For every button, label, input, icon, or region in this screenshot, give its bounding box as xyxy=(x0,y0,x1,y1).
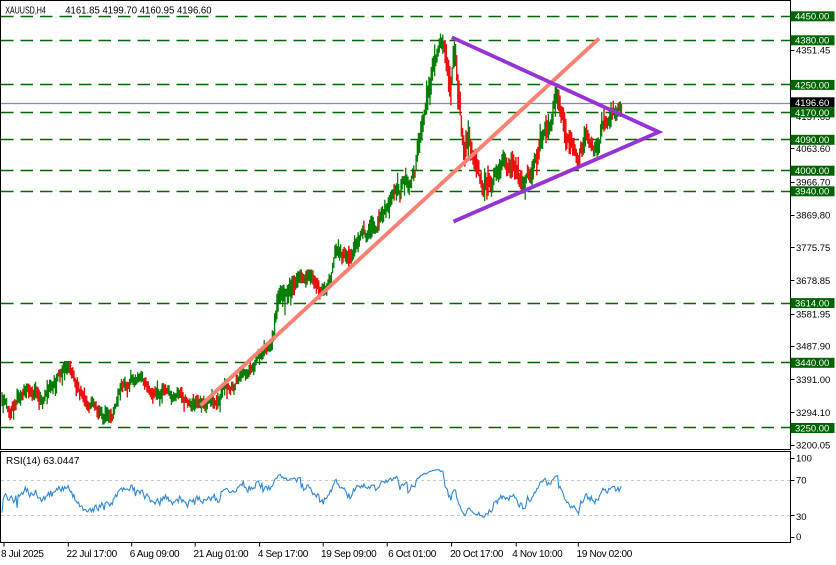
svg-text:70: 70 xyxy=(796,476,807,487)
svg-text:4380.00: 4380.00 xyxy=(795,36,829,47)
svg-text:3940.00: 3940.00 xyxy=(795,187,829,198)
svg-text:8 Jul 2025: 8 Jul 2025 xyxy=(1,549,44,560)
svg-text:3966.70: 3966.70 xyxy=(796,177,830,188)
svg-text:4063.60: 4063.60 xyxy=(796,144,830,155)
svg-text:4 Nov 10:00: 4 Nov 10:00 xyxy=(512,549,563,560)
svg-text:4450.00: 4450.00 xyxy=(795,12,829,23)
svg-text:30: 30 xyxy=(796,512,807,523)
svg-text:19 Sep 09:00: 19 Sep 09:00 xyxy=(321,549,377,560)
svg-text:3614.00: 3614.00 xyxy=(795,299,829,310)
svg-text:XAUUSD,H4: XAUUSD,H4 xyxy=(5,6,46,17)
svg-text:4351.45: 4351.45 xyxy=(796,45,830,56)
svg-text:3200.05: 3200.05 xyxy=(796,440,830,451)
svg-text:3581.95: 3581.95 xyxy=(796,309,830,320)
svg-text:22 Jul 17:00: 22 Jul 17:00 xyxy=(67,549,118,560)
svg-text:0: 0 xyxy=(796,532,801,543)
svg-text:21 Aug 01:00: 21 Aug 01:00 xyxy=(194,549,250,560)
svg-text:4000.00: 4000.00 xyxy=(795,166,829,177)
svg-text:3678.85: 3678.85 xyxy=(796,276,830,287)
svg-text:4250.00: 4250.00 xyxy=(795,80,829,91)
svg-text:3869.80: 3869.80 xyxy=(796,211,830,222)
svg-text:6 Oct 01:00: 6 Oct 01:00 xyxy=(388,549,437,560)
svg-text:3250.00: 3250.00 xyxy=(795,423,829,434)
svg-text:3294.10: 3294.10 xyxy=(796,408,830,419)
svg-text:RSI(14) 63.0447: RSI(14) 63.0447 xyxy=(6,456,80,467)
svg-text:6 Aug 09:00: 6 Aug 09:00 xyxy=(130,549,180,560)
svg-text:20 Oct 17:00: 20 Oct 17:00 xyxy=(450,549,504,560)
svg-text:4170.00: 4170.00 xyxy=(795,108,829,119)
svg-text:3391.00: 3391.00 xyxy=(796,375,830,386)
svg-text:4 Sep 17:00: 4 Sep 17:00 xyxy=(258,549,309,560)
svg-text:3487.90: 3487.90 xyxy=(796,342,830,353)
svg-text:4196.60: 4196.60 xyxy=(795,98,829,109)
svg-text:3775.75: 3775.75 xyxy=(796,243,830,254)
svg-text:3440.00: 3440.00 xyxy=(795,358,829,369)
svg-text:4090.00: 4090.00 xyxy=(795,135,829,146)
svg-text:100: 100 xyxy=(796,453,812,464)
svg-text:19 Nov 02:00: 19 Nov 02:00 xyxy=(577,549,633,560)
svg-text:4161.85 4199.70 4160.95 4196.6: 4161.85 4199.70 4160.95 4196.60 xyxy=(65,6,212,17)
